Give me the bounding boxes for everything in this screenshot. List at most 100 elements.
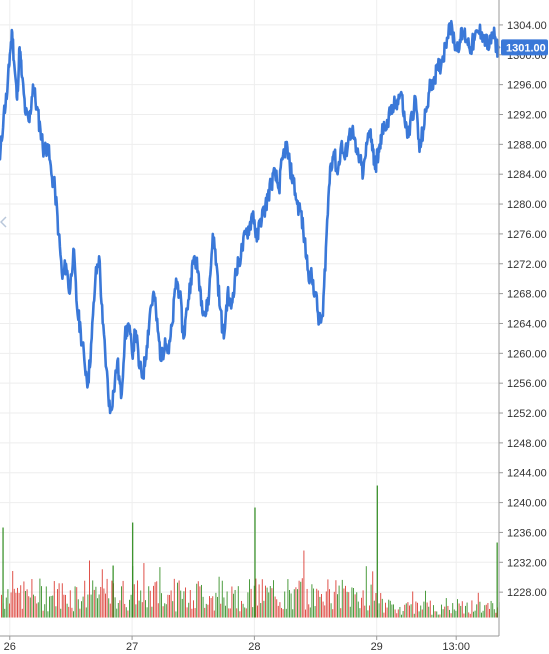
x-tick-label: 28 (248, 641, 260, 653)
volume-bar (121, 586, 122, 618)
volume-bar (402, 611, 404, 618)
volume-bar (260, 603, 262, 618)
volume-bar (417, 602, 418, 618)
volume-bar (441, 604, 442, 618)
volume-bar (178, 580, 180, 618)
y-tick-label: 1256.00 (507, 378, 547, 390)
y-tick-label: 1296.00 (507, 80, 547, 92)
y-tick-label: 1252.00 (507, 408, 547, 420)
volume-bar (85, 607, 87, 618)
x-axis: 26 27 28 29 13:00 (0, 635, 499, 653)
volume-bar (10, 592, 12, 618)
volume-bar (253, 585, 255, 618)
volume-bar (317, 590, 319, 618)
volume-bar (93, 589, 95, 618)
volume-bar (245, 608, 247, 618)
volume-bar (39, 578, 41, 618)
volume-bar (25, 591, 26, 618)
volume-bar (193, 600, 194, 618)
volume-bar (365, 566, 367, 618)
volume-bar (407, 602, 409, 618)
volume-bar (277, 605, 279, 618)
x-tick-label: 27 (126, 641, 138, 653)
volume-bar (329, 589, 330, 618)
volume-bar (122, 580, 124, 618)
volume-bar (433, 605, 434, 618)
volume-bar (450, 613, 452, 618)
volume-bar (338, 585, 340, 618)
volume-bar (346, 591, 348, 618)
volume-bar (162, 606, 164, 618)
volume-bar (255, 578, 257, 618)
volume-bar (210, 598, 212, 618)
volume-bar (129, 599, 130, 618)
volume-bar (301, 578, 303, 618)
volume-bar (257, 605, 258, 618)
volume-bar (234, 589, 236, 618)
volume-bar (218, 576, 220, 618)
volume-bar (311, 584, 313, 618)
volume-bar (42, 610, 44, 618)
volume-bar (484, 605, 486, 618)
volume-bar (357, 601, 359, 618)
volume-bar (87, 594, 89, 618)
volume-bar (319, 596, 321, 618)
y-tick-label: 1284.00 (507, 169, 547, 181)
volume-bar (298, 580, 300, 618)
volume-bar (237, 586, 239, 618)
volume-bar (412, 591, 414, 618)
volume-bar (431, 614, 433, 618)
volume-bar (413, 613, 415, 618)
volume-bar (41, 586, 42, 618)
volume-bar (274, 596, 276, 618)
volume-bar (386, 607, 388, 618)
volume-bar (58, 583, 60, 618)
volume-bar (287, 579, 289, 618)
scroll-left-icon[interactable] (0, 216, 7, 228)
volume-bar (149, 590, 151, 618)
volume-bar (455, 610, 457, 618)
volume-bar (276, 599, 278, 618)
volume-bar (170, 590, 172, 618)
volume-bar (482, 610, 484, 618)
volume-bar (76, 587, 78, 618)
volume-bar (185, 587, 186, 618)
volume-bar (356, 592, 358, 618)
volume-bar (479, 601, 481, 618)
volume-bar (95, 586, 97, 618)
volume-bar (28, 596, 30, 618)
volume-bar (55, 606, 57, 618)
volume-bar (135, 604, 137, 618)
volume-bar (399, 606, 401, 618)
y-tick-label: 1292.00 (507, 109, 547, 121)
volume-bar (305, 609, 306, 618)
volume-bar (137, 580, 138, 618)
volume-bar (423, 601, 425, 618)
volume-bar (117, 603, 119, 618)
volume-bar (481, 612, 482, 618)
volume-bar (71, 607, 73, 618)
volume-bar (447, 605, 449, 618)
volume-bar (213, 610, 215, 618)
volume-bar (130, 594, 132, 618)
volume-bar (458, 603, 460, 618)
y-tick-label: 1240.00 (507, 498, 547, 510)
volume-bar (145, 600, 146, 618)
volume-bar (372, 571, 374, 618)
volume-bar (337, 594, 338, 618)
volume-bar (295, 587, 297, 618)
volume-bar (221, 580, 223, 618)
volume-bar (359, 608, 361, 618)
volume-bar (279, 602, 281, 618)
volume-bar (351, 587, 353, 618)
last-price-label: 1301.00 (506, 42, 546, 54)
volume-bar (389, 600, 391, 618)
volume-bar (461, 601, 463, 618)
volume-bar (367, 610, 369, 618)
y-tick-label: 1232.00 (507, 557, 547, 569)
volume-bar (204, 607, 206, 618)
volume-bar (396, 613, 398, 618)
volume-bar (349, 606, 351, 618)
volume-bar (378, 603, 380, 618)
volume-bar (127, 610, 129, 618)
